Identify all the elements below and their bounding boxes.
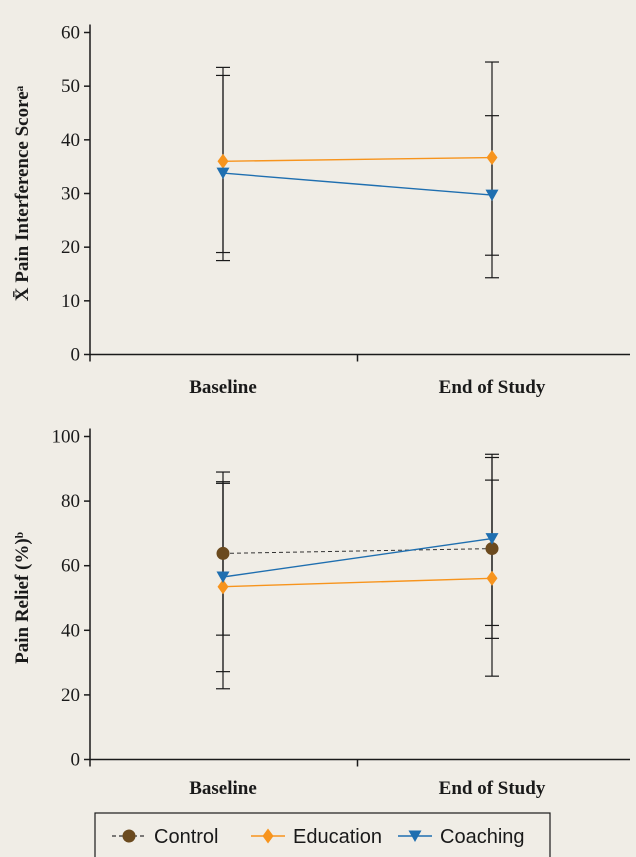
data-point-coaching [216,167,230,180]
chart-pain-relief: 0 20 40 60 80 100 Baseline End of Study Pain Rel… [12,427,630,799]
y-tick-label: 10 [61,291,80,312]
legend-label-education: Education [293,826,382,848]
legend-marker-control [122,829,136,843]
legend-label-coaching: Coaching [440,826,525,848]
data-point-education [486,150,498,166]
data-point-coaching [485,533,499,545]
y-tick-label: 20 [61,685,80,706]
legend-marker-education [262,828,274,844]
y-tick-label: 40 [61,620,80,641]
series-line-coaching [222,537,493,578]
series-line-control [222,548,493,554]
data-point-coaching [216,571,230,584]
y-axis-title: Pain Relief (%)ᵇ [12,532,33,664]
legend-marker-coaching [408,830,422,842]
y-tick-label: 60 [61,23,80,44]
y-tick-label: 0 [71,345,81,366]
y-tick-label: 60 [61,556,80,577]
x-category-label: Baseline [189,377,257,398]
y-tick-label: 0 [71,750,81,771]
y-tick-label: 100 [52,427,81,448]
data-point-control [216,546,230,560]
legend-label-control: Control [154,826,218,848]
y-tick-label: 20 [61,237,80,258]
chart-pain-interference: 0 10 20 30 40 50 60 Baseline End of Study X̄ Pain… [12,23,630,398]
x-category-label: End of Study [439,778,546,799]
y-tick-label: 30 [61,184,80,205]
y-axis-title: X̄ Pain Interference Scoreᵃ [12,85,33,301]
legend-box [94,812,551,857]
y-tick-label: 50 [61,76,80,97]
data-point-education [486,570,498,586]
series-line-education [222,156,493,162]
legend: Control Education Coaching [94,812,551,857]
series-line-coaching [222,172,493,196]
y-tick-label: 40 [61,130,80,151]
y-tick-label: 80 [61,491,80,512]
data-point-coaching [485,189,499,202]
data-point-control [485,542,499,556]
series-line-education [222,577,493,588]
x-category-label: End of Study [439,377,546,398]
data-point-education [217,579,229,595]
x-category-label: Baseline [189,778,257,799]
data-point-education [217,153,229,169]
